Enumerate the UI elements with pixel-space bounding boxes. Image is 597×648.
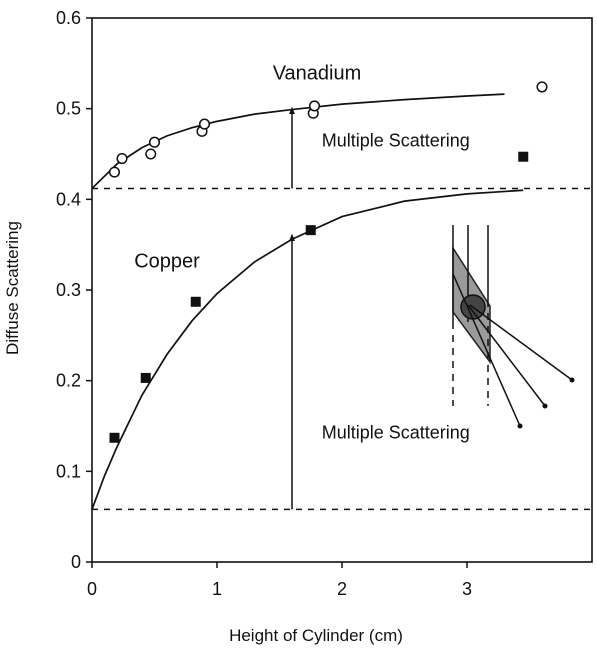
vanadium-data-point (145, 148, 157, 160)
y-tick-label: 0.1 (56, 461, 81, 481)
y-axis-title: Diffuse Scattering (3, 221, 22, 355)
y-tick-label: 0.5 (56, 99, 81, 119)
x-tick-label: 1 (212, 579, 222, 599)
y-tick-label: 0.2 (56, 371, 81, 391)
y-tick-label: 0.6 (56, 8, 81, 28)
x-tick-label: 2 (337, 579, 347, 599)
copper-label: Copper (134, 250, 200, 272)
vanadium-label: Vanadium (273, 63, 362, 85)
copper-fit-curve (91, 189, 524, 510)
inset-ray-end-2 (542, 403, 548, 409)
copper-data-point (140, 372, 151, 383)
copper-data-point (518, 151, 529, 162)
y-tick-label: 0.4 (56, 189, 81, 209)
inset-diagram (452, 225, 575, 429)
inset-ray-end-1 (569, 377, 575, 383)
x-axis-title: Height of Cylinder (cm) (229, 626, 403, 645)
plot-layer: 0 0.1 0.2 0.3 0.4 0.5 0.6 0 1 2 3 Vanadium Copper Mul… (56, 8, 593, 599)
y-tick-label: 0.3 (56, 280, 81, 300)
copper-multiple-scattering-label: Multiple Scattering (322, 423, 470, 443)
vanadium-data-point (308, 100, 321, 112)
inset-ray-end-3 (517, 423, 523, 429)
vanadium-data-point (116, 152, 128, 165)
vanadium-data-point (536, 81, 548, 93)
inset-ray-1 (469, 304, 573, 381)
inset-ray-3 (452, 273, 521, 427)
x-tick-label: 3 (462, 579, 472, 599)
copper-data-point (190, 296, 201, 307)
x-tick-label: 0 (87, 579, 97, 599)
plot-frame (91, 17, 593, 563)
vanadium-data-point (148, 136, 161, 148)
vanadium-data-point (198, 118, 211, 130)
vanadium-fit-curve (91, 93, 505, 190)
y-tick-label: 0 (71, 552, 81, 572)
inset-ray-2 (467, 304, 546, 407)
copper-data-point (109, 432, 120, 443)
vanadium-data-point (108, 166, 121, 178)
copper-data-point (305, 225, 316, 236)
vanadium-multiple-scattering-label: Multiple Scattering (322, 131, 470, 151)
